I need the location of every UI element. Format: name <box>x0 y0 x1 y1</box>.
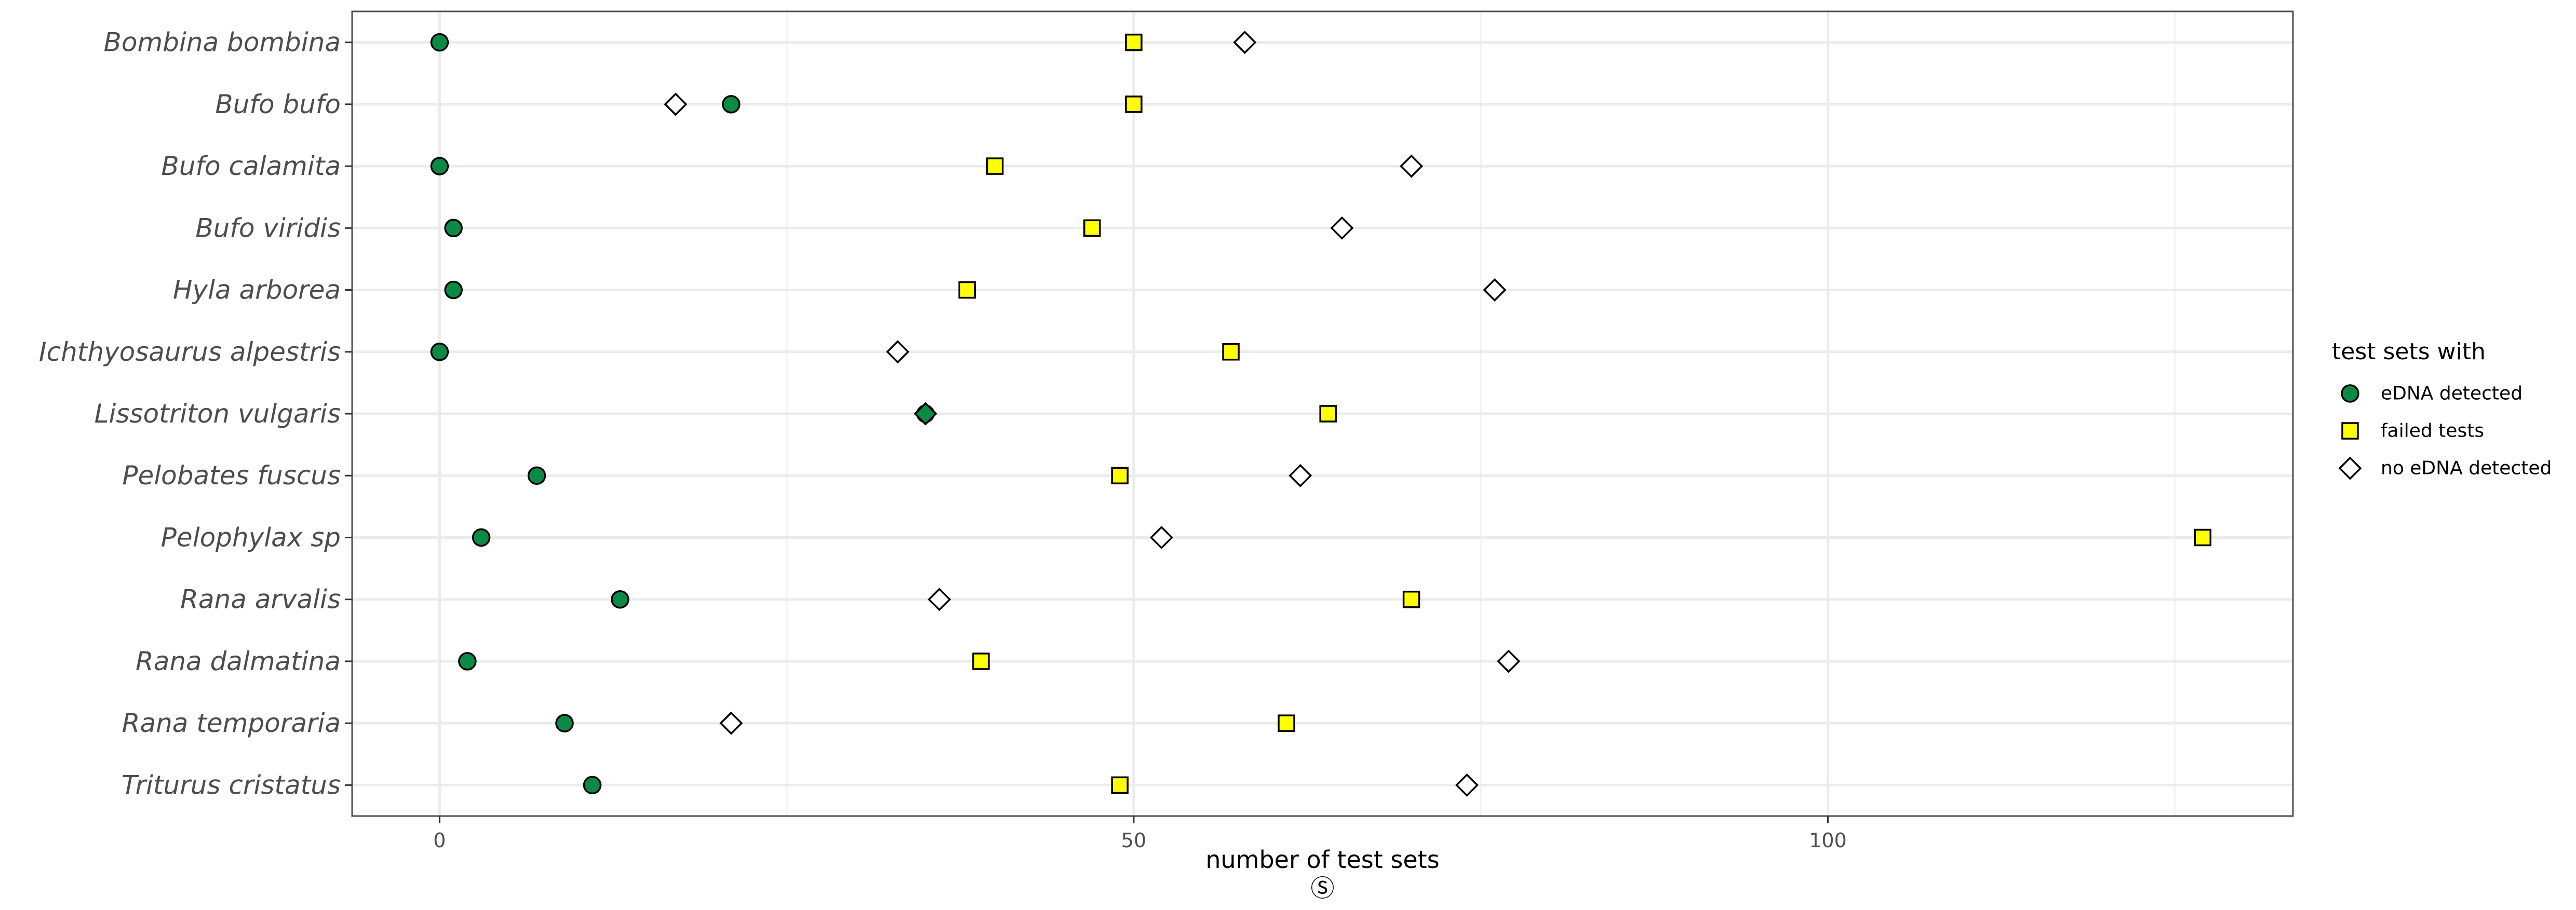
legend-items: eDNA detected failed tests no eDNA detecte… <box>2338 383 2552 480</box>
legend-label: eDNA detected <box>2381 383 2523 404</box>
point-square <box>1222 343 1240 361</box>
x-tick-label: 50 <box>1121 829 1146 852</box>
point-square <box>1319 405 1337 423</box>
point-square <box>1278 714 1295 732</box>
point-circle <box>527 466 546 485</box>
point-diamond <box>1455 773 1479 797</box>
point-diamond <box>1483 278 1507 302</box>
legend-title: test sets with <box>2332 338 2486 365</box>
point-circle <box>722 95 741 114</box>
point-circle <box>444 219 463 238</box>
y-tick-label: Rana arvalis <box>180 585 341 615</box>
y-axis-ticks: Bombina bombina Bufo bufo Bufo calamita Buf… <box>39 28 352 800</box>
point-square <box>1125 33 1143 51</box>
y-tick-label: Bufo viridis <box>195 213 341 243</box>
y-tick-label: Rana dalmatina <box>136 646 341 676</box>
legend-label: failed tests <box>2381 420 2484 442</box>
x-axis-sub-label: Ⓢ <box>1311 874 1335 902</box>
point-overlap <box>914 402 937 426</box>
point-diamond <box>1233 31 1257 55</box>
point-square <box>1111 776 1129 794</box>
legend-key-circle <box>2341 384 2359 403</box>
point-circle <box>458 652 477 671</box>
point-diamond <box>664 92 688 116</box>
point-square <box>1083 219 1101 237</box>
y-tick-label: Bufo bufo <box>215 89 341 119</box>
y-tick-label: Rana temporaria <box>122 708 341 738</box>
point-circle <box>444 280 463 300</box>
x-tick-label: 100 <box>1809 829 1847 852</box>
legend: test sets with eDNA detected failed tests… <box>2332 338 2552 480</box>
point-circle <box>472 528 491 547</box>
point-circle <box>583 776 602 795</box>
point-circle <box>430 33 449 52</box>
x-axis-label: number of test sets <box>1205 846 1439 874</box>
point-diamond <box>1289 464 1312 487</box>
point-diamond <box>1330 216 1354 240</box>
point-square <box>1111 467 1129 484</box>
legend-key-diamond <box>2338 456 2362 480</box>
x-tick-label: 0 <box>433 829 446 852</box>
y-tick-label: Bombina bombina <box>104 28 341 58</box>
y-tick-label: Bufo calamita <box>161 151 341 181</box>
point-square <box>986 157 1004 175</box>
y-tick-label: Hyla arborea <box>173 275 341 305</box>
point-square <box>958 281 976 299</box>
point-circle <box>555 714 574 732</box>
legend-key-square <box>2341 422 2359 440</box>
point-diamond <box>928 588 951 612</box>
y-tick-label: Triturus cristatus <box>122 770 341 800</box>
point-square <box>1125 96 1143 113</box>
point-diamond <box>1149 525 1173 549</box>
y-tick-label: Lissotriton vulgaris <box>95 399 341 429</box>
point-square <box>2194 528 2211 547</box>
y-tick-label: Ichthyosaurus alpestris <box>39 337 341 367</box>
y-tick-label: Pelobates fuscus <box>122 460 341 491</box>
point-circle <box>430 343 449 361</box>
point-circle <box>611 590 629 609</box>
point-circle <box>430 157 449 175</box>
y-tick-label: Pelophylax sp <box>161 522 341 552</box>
legend-label: no eDNA detected <box>2381 458 2552 479</box>
point-square <box>972 653 990 670</box>
point-diamond <box>719 711 743 735</box>
point-diamond <box>1497 649 1521 673</box>
x-axis-ticks: 0 50 100 <box>433 816 1847 852</box>
point-diamond <box>886 340 910 364</box>
point-square <box>1402 590 1420 608</box>
point-diamond <box>1400 154 1424 178</box>
data-points <box>430 31 2211 797</box>
